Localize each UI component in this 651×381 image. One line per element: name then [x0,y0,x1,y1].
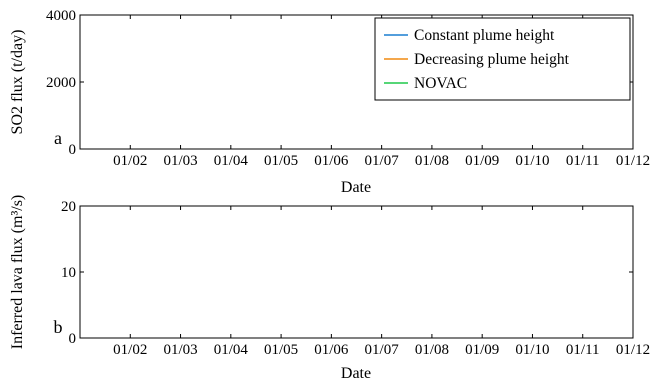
panel-b-xtick-label: 01/08 [415,342,449,358]
panel-a-ylabel: SO2 flux (t/day) [9,30,26,135]
panel-a-xtick-label: 01/02 [113,153,147,169]
panel-a-ticks: 01/02 01/03 01/04 01/05 01/06 01/07 01/08 01/09… [46,8,650,169]
legend-label-novac: NOVAC [414,75,467,92]
panel-b-xtick-label: 01/02 [113,342,147,358]
panel-b-xlabel: Date [341,365,371,381]
legend-label-constant: Constant plume height [414,27,555,44]
panel-a-letter: a [54,128,62,148]
panel-b-xtick-label: 01/09 [465,342,499,358]
panel-a-xtick-label: 01/03 [163,153,197,169]
panel-b-xtick-label: 01/11 [566,342,600,358]
panel-a-xlabel: Date [341,179,371,196]
panel-b-letter: b [54,317,63,337]
panel-b-xtick-label: 01/07 [365,342,400,358]
panel-b-axes-box [79,205,634,339]
panel-b-lava-flux: 01/02 01/03 01/04 01/05 01/06 01/07 01/08 01/09… [9,195,650,381]
panel-b-xtick-label: 01/10 [515,342,549,358]
panel-b-ytick-label: 10 [61,265,76,281]
panel-b-ticks: 01/02 01/03 01/04 01/05 01/06 01/07 01/08 01/09… [61,199,650,358]
panel-b-xtick-label: 01/05 [264,342,298,358]
panel-b-xtick-label: 01/06 [314,342,349,358]
panel-a-xtick-label: 01/05 [264,153,298,169]
panel-b-ytick-label: 20 [61,199,76,215]
panel-a-xtick-label: 01/11 [566,153,600,169]
panel-b-xtick-label: 01/04 [214,342,249,358]
panel-a-xtick-label: 01/07 [365,153,400,169]
panel-a-ytick-label: 0 [69,142,77,158]
panel-a-xtick-label: 01/04 [214,153,249,169]
panel-b-ylabel: Inferred lava flux (m³/s) [9,195,26,350]
panel-a-xtick-label: 01/06 [314,153,349,169]
panel-a-xtick-label: 01/08 [415,153,449,169]
legend-label-decreasing: Decreasing plume height [414,51,570,68]
legend: Constant plume height Decreasing plume h… [374,17,631,101]
panel-a-xtick-label: 01/09 [465,153,499,169]
panel-a-xtick-label: 01/12 [616,153,650,169]
panel-a-xtick-label: 01/10 [515,153,549,169]
legend-box [374,17,631,101]
panel-a-ytick-label: 4000 [46,8,76,24]
panel-b-xtick-label: 01/03 [163,342,197,358]
panel-b-ytick-label: 0 [69,331,77,347]
panel-a-ytick-label: 2000 [46,75,76,91]
panel-b-xtick-label: 01/12 [616,342,650,358]
panel-a-so2-flux: 01/02 01/03 01/04 01/05 01/06 01/07 01/08 01/09… [9,8,650,196]
